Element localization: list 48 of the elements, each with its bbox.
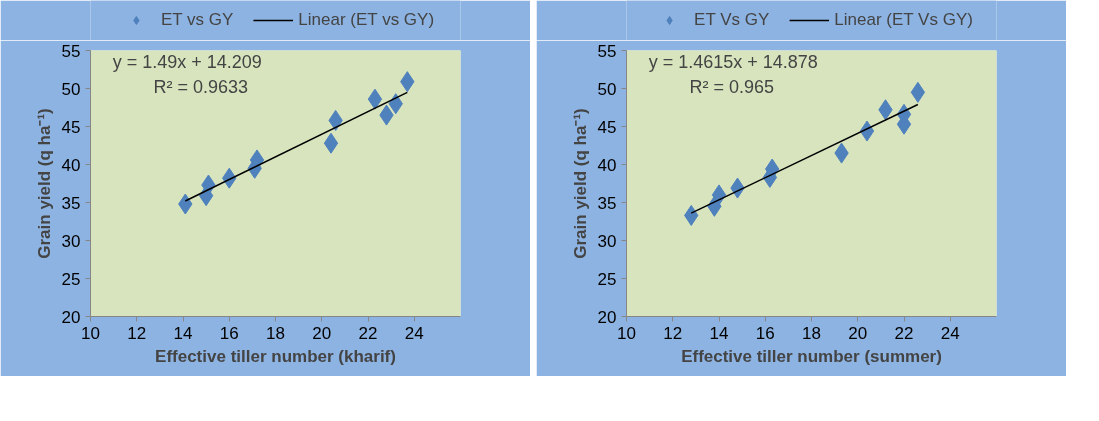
y-tick-label: 35	[61, 193, 81, 213]
y-tick-label: 45	[61, 117, 81, 137]
x-tick-label: 22	[358, 323, 378, 343]
x-tick-label: 12	[127, 323, 147, 343]
y-tick-label: 20	[597, 307, 617, 327]
point	[910, 81, 926, 103]
y-tick-label: 45	[597, 117, 617, 137]
x-tick-label: 12	[663, 323, 683, 343]
x-tick-label: 14	[173, 323, 193, 343]
y-tick-label: 50	[597, 79, 617, 99]
x-tick-label: 18	[802, 323, 821, 343]
y-tick-label: 50	[61, 79, 81, 99]
y-tick-label: 40	[61, 155, 81, 175]
annotation: R² = 0.9633	[153, 77, 248, 98]
x-axis-title: Effective tiller number (summer)	[681, 346, 942, 366]
y-tick-label: 25	[61, 269, 81, 289]
y-tick-label: 30	[61, 231, 81, 251]
annotation: y = 1.4615x + 14.878	[648, 51, 818, 72]
y-tick-label: 55	[61, 41, 81, 61]
x-tick-label: 16	[755, 323, 775, 343]
annotation: y = 1.49x + 14.209	[112, 51, 262, 72]
x-tick-label: 10	[81, 323, 100, 343]
x-tick-label: 22	[894, 323, 914, 343]
y-tick-label: 35	[597, 193, 617, 213]
legend-label: Linear (ET vs GY)	[298, 10, 435, 30]
y-axis-title: Grain yield (q ha⁻¹)	[34, 108, 54, 259]
y-tick-label: 55	[597, 41, 617, 61]
y-tick-label: 20	[61, 307, 81, 327]
x-tick-label: 16	[219, 323, 239, 343]
point	[323, 132, 339, 154]
x-tick-label: 24	[404, 323, 424, 343]
y-tick-label: 40	[597, 155, 617, 175]
x-tick-label: 18	[266, 323, 285, 343]
legend-label: Linear (ET Vs GY)	[834, 10, 973, 30]
x-tick-label: 20	[848, 323, 868, 343]
y-tick-label: 25	[597, 269, 617, 289]
point	[711, 184, 727, 206]
legend-label: ET Vs GY	[694, 10, 770, 30]
x-tick-label: 14	[709, 323, 729, 343]
x-tick-label: 10	[617, 323, 636, 343]
legend-label: ET vs GY	[160, 10, 234, 30]
annotation: R² = 0.965	[689, 77, 774, 98]
y-tick-label: 30	[597, 231, 617, 251]
y-axis-title: Grain yield (q ha⁻¹)	[570, 108, 590, 259]
point	[367, 88, 383, 110]
x-tick-label: 20	[312, 323, 332, 343]
x-axis-title: Effective tiller number (kharif)	[155, 346, 396, 366]
x-tick-label: 24	[940, 323, 960, 343]
